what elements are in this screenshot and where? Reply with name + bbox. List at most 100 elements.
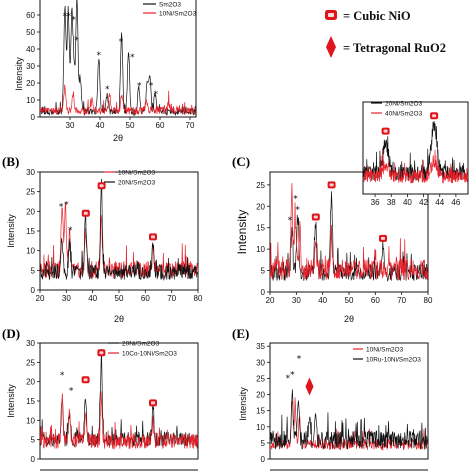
panel-d-ylabel: Intensity [6,384,16,418]
x-tick-label: 46 [451,198,460,207]
y-tick-label: 25 [256,181,265,190]
panel-b-xlabel: 2θ [114,314,124,324]
panel-e-legend-label-2: 10Ru-10Ni/Sm2O3 [366,357,421,364]
y-tick-label: 30 [26,339,35,348]
panel-b-ylabel: Intensity [6,214,16,248]
panel-d-legend: 20Ni/Sm2O3 10Co-10Ni/Sm2O3 [108,341,177,358]
x-tick-label: 50 [115,294,124,303]
y-tick-label: 20 [26,79,35,88]
sm2o3-star-mark: * [71,15,76,25]
cubic-nio-label: = Cubic NiO [343,9,411,23]
panel-c-ylabel: Intensity [235,210,249,255]
cubic-nio-marker [149,399,157,407]
cubic-nio-marker [81,376,90,384]
cubic-nio-marker [81,209,90,217]
y-tick-label: 20 [256,202,265,211]
y-tick-label: 0 [31,455,36,464]
panel-a-ylabel: Intensity [14,57,24,91]
panel-a-legend-label-2: 10Ni/Sm2O3 [159,11,197,18]
marker-key: = Cubic NiO = Tetragonal RuO2 [325,9,446,58]
panel-a-plot [40,0,196,117]
tetragonal-ruo2-key: = Tetragonal RuO2 [326,36,446,58]
cubic-nio-marker [311,213,320,221]
inset-legend: 20Ni/Sm2O3 40Ni/Sm2O3 [371,101,423,118]
tetragonal-ruo2-marker [305,377,314,396]
x-tick-label: 60 [371,296,380,305]
x-tick-label: 30 [66,121,75,130]
cubic-nio-key: = Cubic NiO [325,9,411,23]
diamond-marker-icon [326,36,336,58]
y-tick-label: 10 [256,245,265,254]
x-tick-label: 44 [435,198,444,207]
sm2o3-star-mark: * [59,202,64,212]
panel-b-plot [40,178,198,282]
series-line-c-inset-0 [363,120,468,181]
panel-a-legend: Sm2O3 10Ni/Sm2O3 [143,2,197,18]
sm2o3-star-mark: * [286,374,291,384]
series-line-c-1 [270,183,428,281]
panel-e-ylabel: Intensity [238,387,248,421]
panel-b-legend: 10Ni/Sm2O3 20Ni/Sm2O3 [104,170,156,187]
x-tick-label: 70 [397,296,406,305]
y-tick-label: 0 [261,288,266,297]
panel-c-plot [270,183,428,282]
sm2o3-star-mark: * [60,371,65,381]
x-tick-label: 36 [371,198,380,207]
cubic-nio-marker [379,234,387,242]
sm2o3-star-mark: * [137,82,142,92]
sm2o3-star-mark: * [67,12,72,22]
cube-marker-icon [325,10,337,20]
y-tick-label: 35 [256,342,265,351]
inset-plot [363,120,468,184]
series-line-c-inset-1 [363,150,468,184]
x-tick-label: 70 [167,294,176,303]
x-tick-label: 20 [36,294,45,303]
x-tick-label: 40 [403,198,412,207]
y-tick-label: 0 [31,286,36,295]
panel-d: (D) 0 5 10 15 20 25 30 * * Intensity 20Ni/Sm2O3 … [2,326,199,471]
x-tick-label: 42 [419,198,428,207]
y-tick-label: 50 [26,28,35,37]
y-tick-label: 30 [26,168,35,177]
y-tick-label: 5 [31,266,36,275]
cubic-nio-marker [97,182,106,190]
y-tick-label: 30 [26,62,35,71]
panel-a-xlabel: 2θ [113,133,123,143]
panel-d-letter: (D) [2,326,20,341]
sm2o3-star-mark: * [130,53,135,63]
sm2o3-star-mark: * [297,355,302,365]
x-tick-label: 40 [318,296,327,305]
sm2o3-star-mark: * [105,85,110,95]
sm2o3-star-mark: * [69,386,74,396]
y-tick-label: 15 [256,407,265,416]
y-tick-label: 25 [26,188,35,197]
panel-d-plot [40,348,198,450]
sm2o3-star-mark: * [149,82,154,92]
x-tick-label: 50 [345,296,354,305]
y-tick-label: 25 [256,374,265,383]
panel-d-legend-label-2: 10Co-10Ni/Sm2O3 [122,351,177,358]
series-line-d-1 [40,391,198,450]
panel-c-inset: 36 38 40 42 44 46 20Ni/Sm2O3 40Ni/Sm2O3 [362,101,469,207]
series-line-b-1 [40,178,198,282]
x-tick-label: 60 [141,294,150,303]
sm2o3-star-mark: * [293,195,298,205]
cubic-nio-marker [327,181,336,189]
x-tick-label: 50 [126,121,135,130]
y-tick-label: 10 [26,96,35,105]
y-tick-label: 15 [26,227,35,236]
sm2o3-star-mark: * [119,38,124,48]
cubic-nio-marker [149,233,157,241]
series-line-c-0 [270,191,428,282]
y-tick-label: 20 [256,391,265,400]
panel-c-xlabel: 2θ [344,314,354,324]
panel-e-frame [269,342,429,460]
x-tick-label: 30 [62,294,71,303]
